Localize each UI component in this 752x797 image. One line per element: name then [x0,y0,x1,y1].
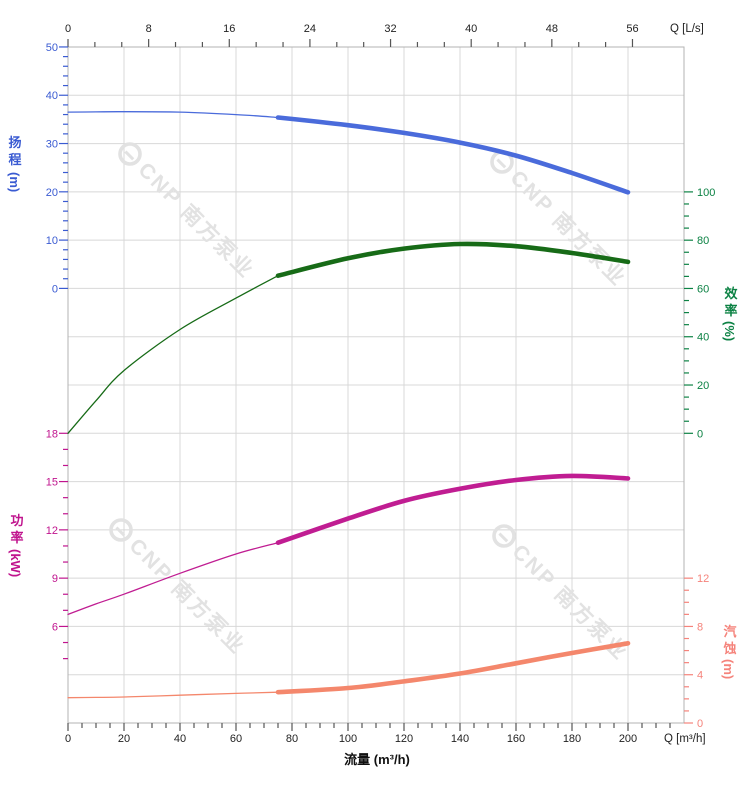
head-axis-unit: (m) [7,172,22,192]
bottom-axis-tick-label: 20 [118,733,130,745]
head-axis-tick-label: 20 [46,187,58,199]
power-axis-tick-label: 9 [52,573,58,585]
head-curve-bold [275,115,631,195]
eff-axis-tick-label: 20 [697,380,709,392]
eff-axis-unit: (%) [722,321,737,341]
eff-axis-tick-label: 0 [697,428,703,440]
power-axis-tick-label: 18 [46,428,58,440]
head-axis-tick-label: 40 [46,90,58,102]
top-axis-unit-label: Q [L/s] [670,23,704,35]
x-axis-title: 流量 (m³/h) [344,752,410,767]
top-axis-tick-label: 40 [465,23,477,35]
power-axis-tick-label: 12 [46,525,58,537]
npsh-axis-tick-label: 0 [697,718,703,730]
head-axis-tick-label: 50 [46,42,58,54]
head-axis-tick-label: 30 [46,139,58,151]
bottom-axis-tick-label: 40 [174,733,186,745]
power-axis-title: 功率 [10,513,23,545]
cnp-logo-icon [496,158,507,169]
cnp-logo-icon [109,518,133,542]
watermark-text: CNP 南方泵业 [134,158,260,284]
watermark-text: CNP 南方泵业 [506,166,632,292]
bottom-axis-tick-label: 60 [230,733,242,745]
bottom-axis-unit-label: Q [m³/h] [664,733,706,745]
top-axis-tick-label: 0 [65,23,71,35]
curves [67,111,631,699]
watermark-text: CNP 南方泵业 [125,534,251,660]
bottom-axis-tick-label: 0 [65,733,71,745]
cnp-logo-icon [492,524,516,548]
axis-ticks: 0 8 16 24 32 40 48 560 20 40 60 80 100 120 140 160 180 20… [46,23,716,745]
top-axis-tick-label: 56 [626,23,638,35]
top-axis-tick-label: 24 [304,23,316,35]
eff-axis-tick-label: 60 [697,283,709,295]
bottom-axis-tick-label: 100 [339,733,357,745]
power-curve-bold [275,473,631,545]
eff-axis-tick-label: 40 [697,332,709,344]
bottom-axis-tick-label: 180 [563,733,581,745]
cnp-logo-icon [124,150,135,161]
bottom-axis-tick-label: 200 [619,733,637,745]
power-curve-thin [67,542,279,616]
cnp-logo-icon [118,142,142,166]
power-axis-tick-label: 6 [52,621,58,633]
head-axis-title: 扬程 [8,135,21,167]
bottom-axis-tick-label: 160 [507,733,525,745]
head-curve-thin [67,111,279,119]
watermark: CNP 南方泵业 [118,142,260,284]
npsh-axis-tick-label: 8 [697,621,703,633]
power-axis-tick-label: 15 [46,477,58,489]
npsh-curve-bold [275,641,631,695]
bottom-axis-tick-label: 80 [286,733,298,745]
head-axis-tick-label: 0 [52,283,58,295]
bottom-axis-tick-label: 120 [395,733,413,745]
power-axis-unit: (kW) [8,549,23,577]
axis-titles: Q [L/s] Q [m³/h] 流量 (m³/h) 扬程 (m) 功率 (kW) 效率… [7,23,738,767]
top-axis-tick-label: 32 [384,23,396,35]
head-axis-tick-label: 10 [46,235,58,247]
efficiency-curve-thin [67,275,279,434]
npsh-axis-unit: (m) [721,659,736,679]
top-axis-tick-label: 16 [223,23,235,35]
eff-axis-tick-label: 80 [697,235,709,247]
npsh-axis-title: 汽蚀 [722,624,736,656]
watermark: CNP 南方泵业 [492,524,633,665]
watermark: CNP 南方泵业 [109,518,251,660]
npsh-curve-thin [67,691,279,699]
cnp-logo-icon [115,526,126,537]
cnp-logo-icon [498,532,509,543]
eff-axis-title: 效率 [724,286,738,318]
bottom-axis-tick-label: 140 [451,733,469,745]
eff-axis-tick-label: 100 [697,187,715,199]
top-axis-tick-label: 48 [546,23,558,35]
watermarks: CNP 南方泵业 CNP 南方泵业 CNP 南方泵业 CNP 南方泵业 [109,142,633,665]
top-axis-tick-label: 8 [146,23,152,35]
npsh-axis-tick-label: 4 [697,670,703,682]
efficiency-curve-bold [275,241,631,278]
npsh-axis-tick-label: 12 [697,573,709,585]
